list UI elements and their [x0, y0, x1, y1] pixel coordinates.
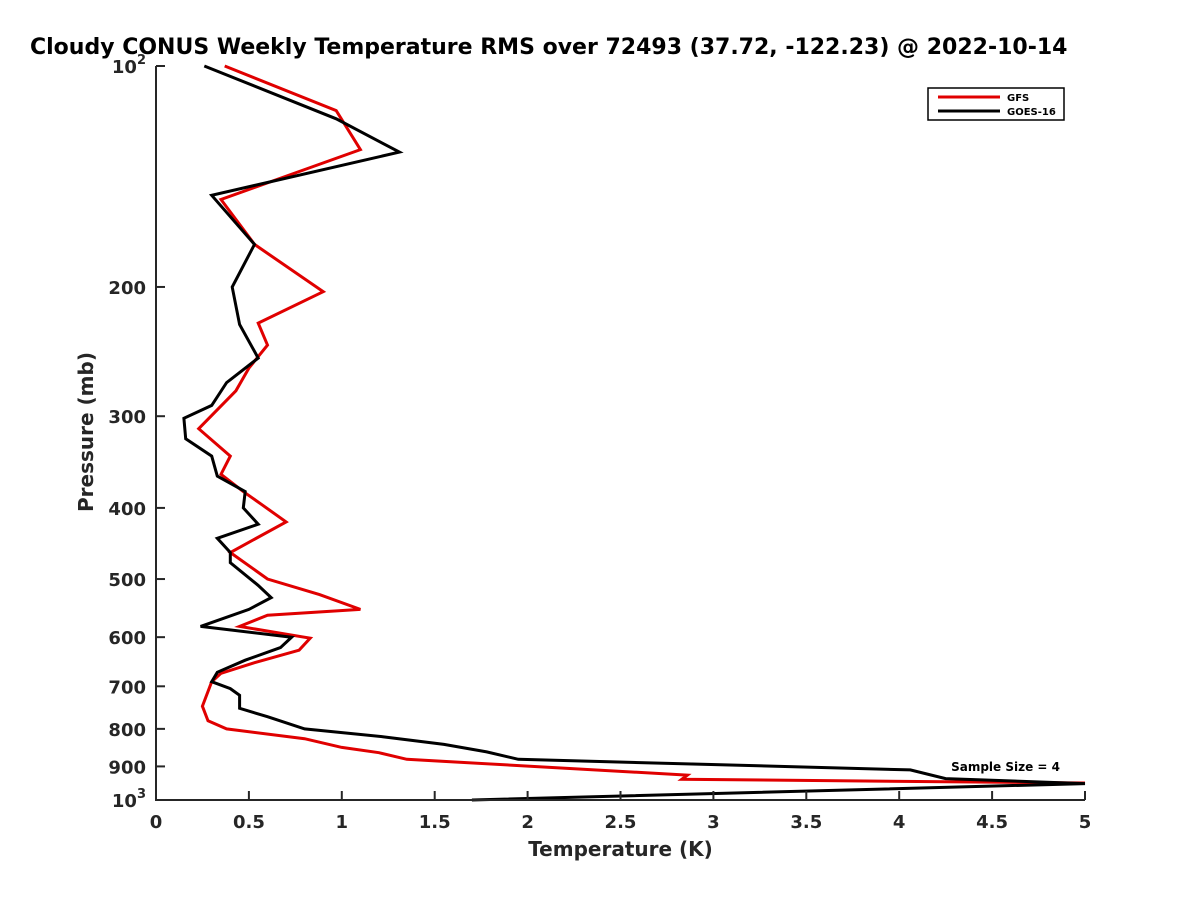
legend-box — [927, 87, 1065, 121]
x-tick-label: 3 — [707, 812, 720, 833]
x-tick-label: 1 — [336, 812, 349, 833]
x-axis-label: Temperature (K) — [528, 837, 713, 861]
legend-label: GOES-16 — [1007, 107, 1056, 118]
y-tick-label: 600 — [108, 628, 146, 649]
legend: GFS GOES-16 — [927, 87, 1065, 121]
x-tick-label: 4 — [893, 812, 906, 833]
y-tick-label: 500 — [108, 570, 146, 591]
x-tick-label: 4.5 — [976, 812, 1008, 833]
series-layer — [182, 64, 1086, 802]
x-axis-ticks: 0 0.5 1 1.5 2 2.5 3 3.5 4 4.5 5 — [150, 791, 1092, 833]
y-axis-ticks: 102 200 300 400 500 600 700 800 900 103 — [108, 53, 165, 812]
x-tick-label: 5 — [1079, 812, 1092, 833]
x-tick-label: 2.5 — [605, 812, 637, 833]
chart-title: Cloudy CONUS Weekly Temperature RMS over… — [30, 35, 1067, 60]
x-tick-label: 0.5 — [233, 812, 265, 833]
x-tick-label: 2 — [521, 812, 534, 833]
y-tick-label: 102 — [112, 53, 146, 78]
y-axis-label: Pressure (mb) — [74, 352, 98, 512]
y-tick-label: 400 — [108, 499, 146, 520]
x-tick-label: 1.5 — [419, 812, 451, 833]
y-tick-label: 300 — [108, 407, 146, 428]
legend-label: GFS — [1007, 93, 1029, 104]
plot-area: 0 0.5 1 1.5 2 2.5 3 3.5 4 4.5 5 102 200 300 400 500 600… — [108, 53, 1091, 833]
y-tick-label: 800 — [108, 720, 146, 741]
x-tick-label: 0 — [150, 812, 163, 833]
legend-items: GFS GOES-16 — [938, 93, 1056, 118]
series-line-gfs — [196, 64, 1086, 785]
series-line-goes-16 — [182, 64, 1086, 802]
y-tick-label: 200 — [108, 278, 146, 299]
sample-size-annotation: Sample Size = 4 — [951, 760, 1060, 774]
y-tick-label: 700 — [108, 677, 146, 698]
x-tick-label: 3.5 — [790, 812, 822, 833]
y-tick-label: 103 — [112, 787, 146, 812]
y-tick-label: 900 — [108, 757, 146, 778]
